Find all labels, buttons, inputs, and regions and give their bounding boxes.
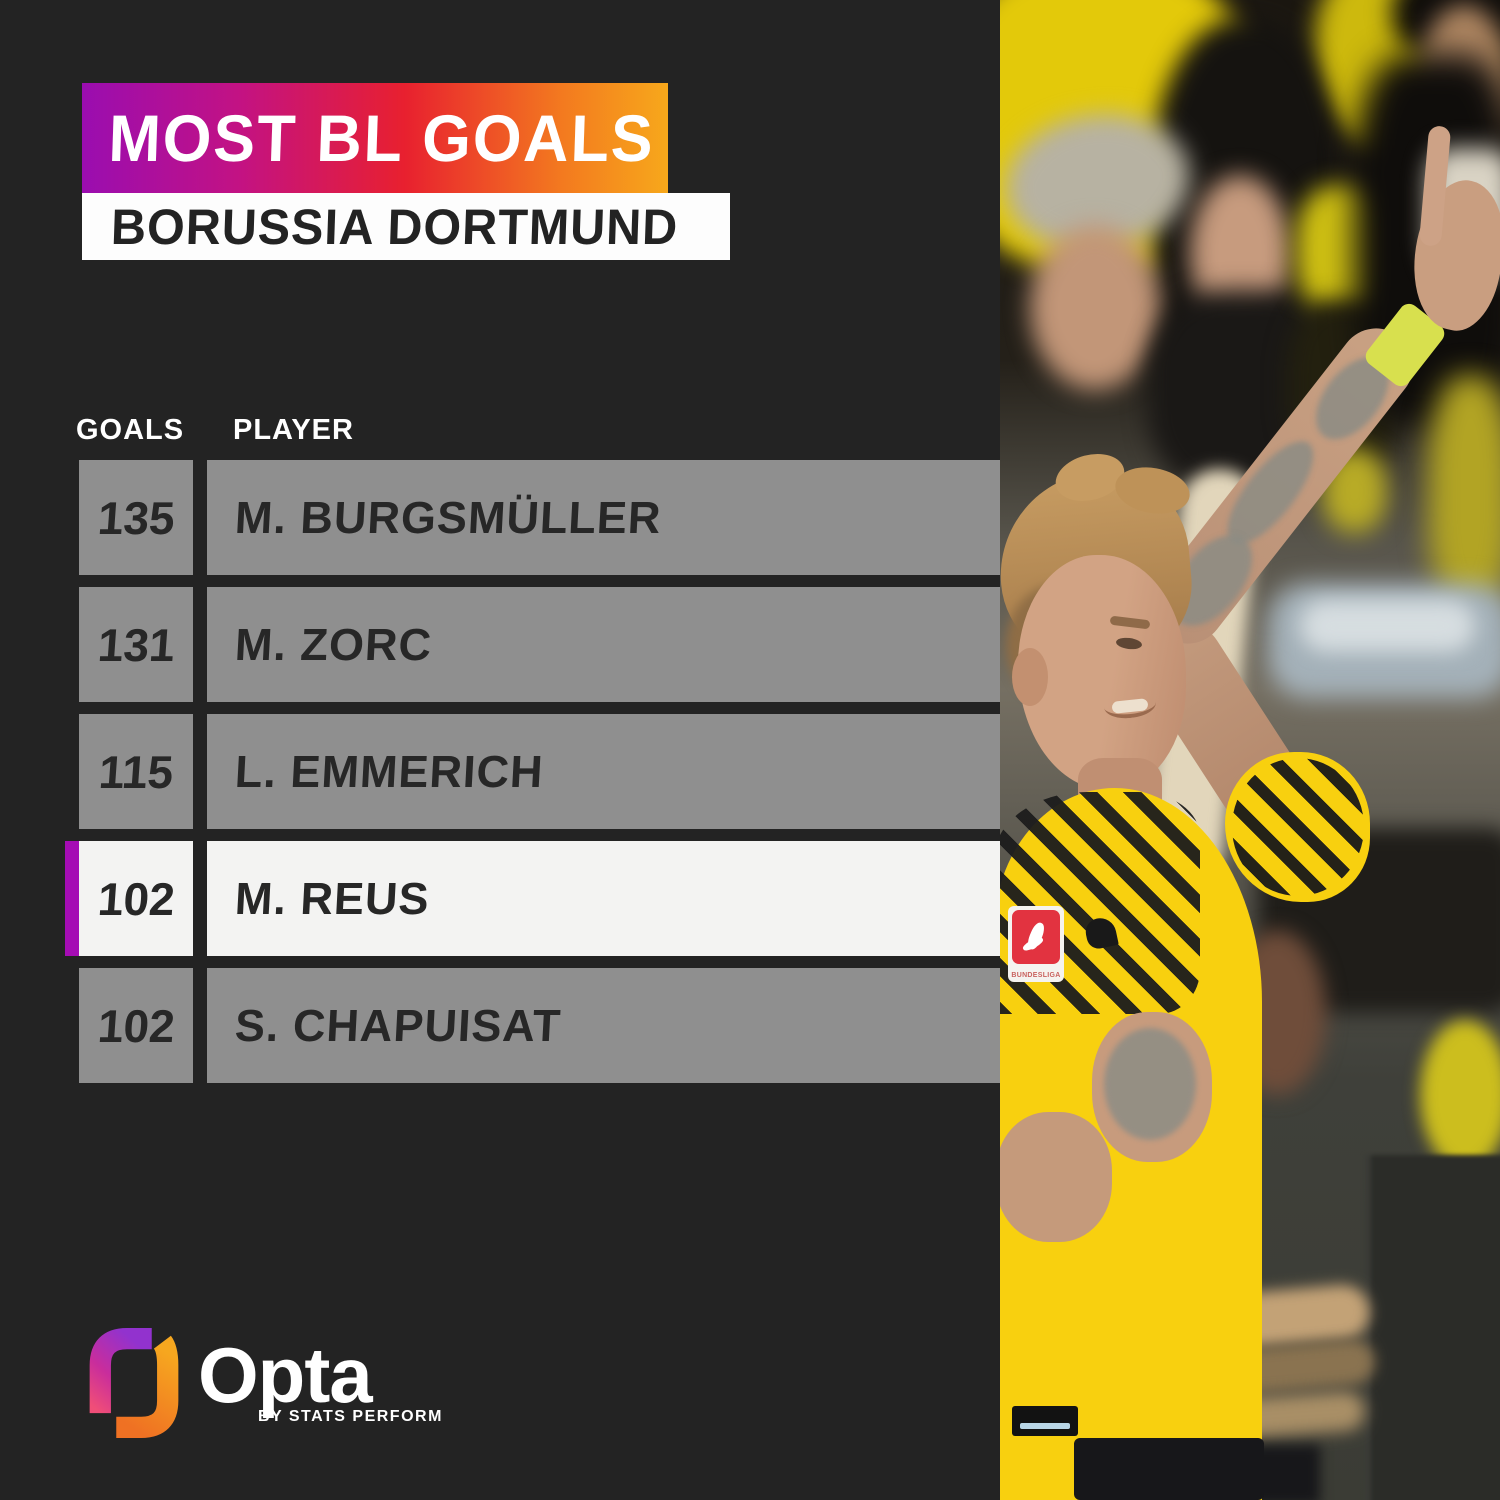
goals-value: 131 xyxy=(95,618,177,671)
bundesliga-patch-text: BUNDESLIGA xyxy=(1011,972,1061,979)
background-rail-highlight xyxy=(1300,600,1475,652)
player-cell: L. EMMERICH xyxy=(207,714,1000,829)
column-header-player: PLAYER xyxy=(233,414,354,446)
opta-subbrand: BY STATS PERFORM xyxy=(258,1408,443,1425)
jersey-black-stripes xyxy=(1232,758,1364,896)
table-row: 131 M. ZORC xyxy=(0,587,1000,702)
goals-cell: 102 xyxy=(79,968,193,1083)
goals-cell: 131 xyxy=(79,587,193,702)
player-left-upper-arm xyxy=(1000,1112,1112,1242)
player-photo: BUNDESLIGA xyxy=(1000,0,1500,1500)
highlight-stripe xyxy=(65,841,79,956)
bundesliga-logo-icon xyxy=(1012,910,1060,964)
opta-branding: Opta BY STATS PERFORM xyxy=(88,1328,508,1438)
player-cell: M. REUS xyxy=(207,841,1000,956)
goals-value: 115 xyxy=(97,745,175,798)
goals-cell: 102 xyxy=(79,841,193,956)
table-row: 102 S. CHAPUISAT xyxy=(0,968,1000,1083)
opta-wordmark: Opta xyxy=(198,1331,373,1419)
background-yellow-blob xyxy=(1428,375,1500,610)
crowd-fan-face xyxy=(1030,225,1160,390)
player-cell: S. CHAPUISAT xyxy=(207,968,1000,1083)
player-cell: M. ZORC xyxy=(207,587,1000,702)
table-row-highlighted: 102 M. REUS xyxy=(0,841,1000,956)
player-name: L. EMMERICH xyxy=(233,745,545,797)
page-subtitle: BORUSSIA DORTMUND xyxy=(110,198,680,255)
player-name: S. CHAPUISAT xyxy=(233,999,563,1051)
goals-cell: 135 xyxy=(79,460,193,575)
player-name: M. ZORC xyxy=(233,618,434,670)
goals-value: 102 xyxy=(95,872,177,925)
table-row: 135 M. BURGSMÜLLER xyxy=(0,460,1000,575)
subtitle-bar: BORUSSIA DORTMUND xyxy=(82,193,730,260)
goals-value: 102 xyxy=(95,999,177,1052)
column-header-goals: GOALS xyxy=(76,414,185,446)
bundesliga-patch: BUNDESLIGA xyxy=(1008,906,1064,982)
player-name: M. BURGSMÜLLER xyxy=(233,491,663,543)
player-shorts xyxy=(1074,1438,1264,1500)
goals-cell: 115 xyxy=(79,714,193,829)
player-cell: M. BURGSMÜLLER xyxy=(207,460,1000,575)
table-row: 115 L. EMMERICH xyxy=(0,714,1000,829)
title-banner: MOST BL GOALS xyxy=(82,83,668,193)
opta-o-logo-icon xyxy=(89,1328,179,1438)
tattoo xyxy=(1104,1028,1196,1140)
background-yellow-blob xyxy=(1420,1020,1500,1170)
goals-value: 135 xyxy=(95,491,177,544)
jersey-hem-label xyxy=(1012,1406,1078,1436)
player-ear xyxy=(1012,648,1048,706)
background-panel xyxy=(1365,1155,1500,1500)
player-name: M. REUS xyxy=(233,872,431,924)
page-title: MOST BL GOALS xyxy=(107,101,656,175)
